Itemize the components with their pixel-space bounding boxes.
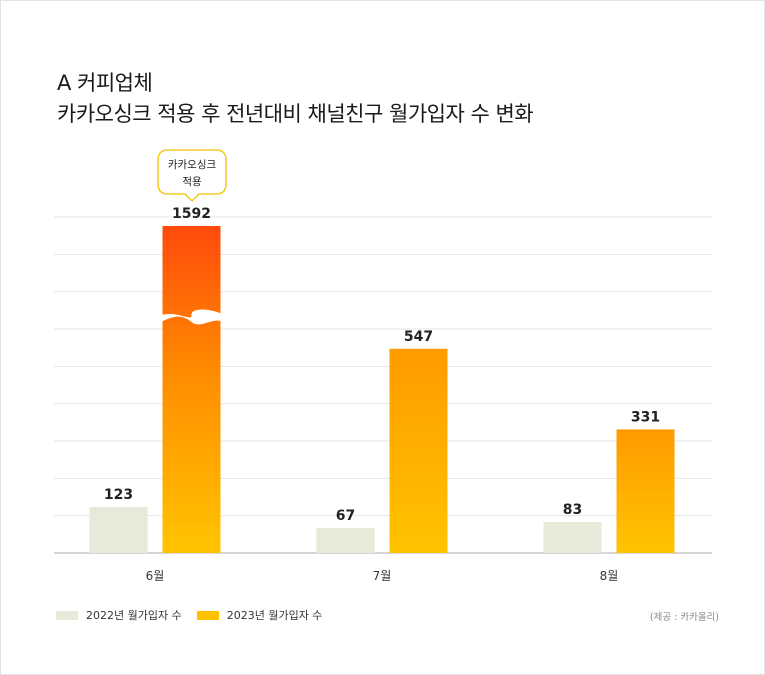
data-label-2022: 67 [336, 508, 355, 524]
axis-break-mark [156, 309, 227, 325]
callout-bubble: 카카오싱크 적용 [157, 149, 227, 202]
data-label-2023: 1592 [172, 206, 211, 222]
callout-text-line1: 카카오싱크 [168, 159, 217, 171]
data-label-2023: 547 [404, 329, 433, 345]
x-tick-label: 7월 [373, 569, 392, 583]
data-label-2022: 83 [563, 502, 582, 518]
grid-lines [54, 216, 712, 554]
labels: 123 1592 6월 67 547 7월 83 331 8월 [104, 206, 660, 583]
bars [89, 226, 675, 553]
bar-2023 [162, 226, 221, 553]
x-tick-label: 6월 [146, 569, 165, 583]
legend-label-2022: 2022년 월가입자 수 [86, 609, 182, 622]
source-note: (제공 : 카카올리) [649, 612, 719, 623]
callout-shape [157, 149, 227, 202]
x-tick-label: 8월 [600, 569, 619, 583]
legend-label-2023: 2023년 월가입자 수 [226, 609, 323, 622]
callout-text-line2: 적용 [182, 176, 202, 188]
data-label-2023: 331 [631, 409, 660, 425]
chart-title-company: A 커피업체 [57, 71, 153, 95]
chart-title: 카카오싱크 적용 후 전년대비 채널친구 월가입자 수 변화 [57, 102, 534, 126]
bar-2022 [543, 522, 602, 553]
legend: 2022년 월가입자 수 2023년 월가입자 수 [56, 607, 337, 623]
bar-2023 [616, 429, 675, 553]
legend-swatch-2022 [56, 610, 78, 620]
data-label-2022: 123 [104, 487, 133, 503]
legend-item-2023: 2023년 월가입자 수 [196, 607, 323, 623]
bar-2023 [389, 348, 448, 553]
bar-2022 [316, 527, 375, 553]
legend-swatch-2023 [196, 610, 219, 620]
bar-2022 [89, 507, 148, 553]
legend-item-2022: 2022년 월가입자 수 [56, 607, 182, 623]
